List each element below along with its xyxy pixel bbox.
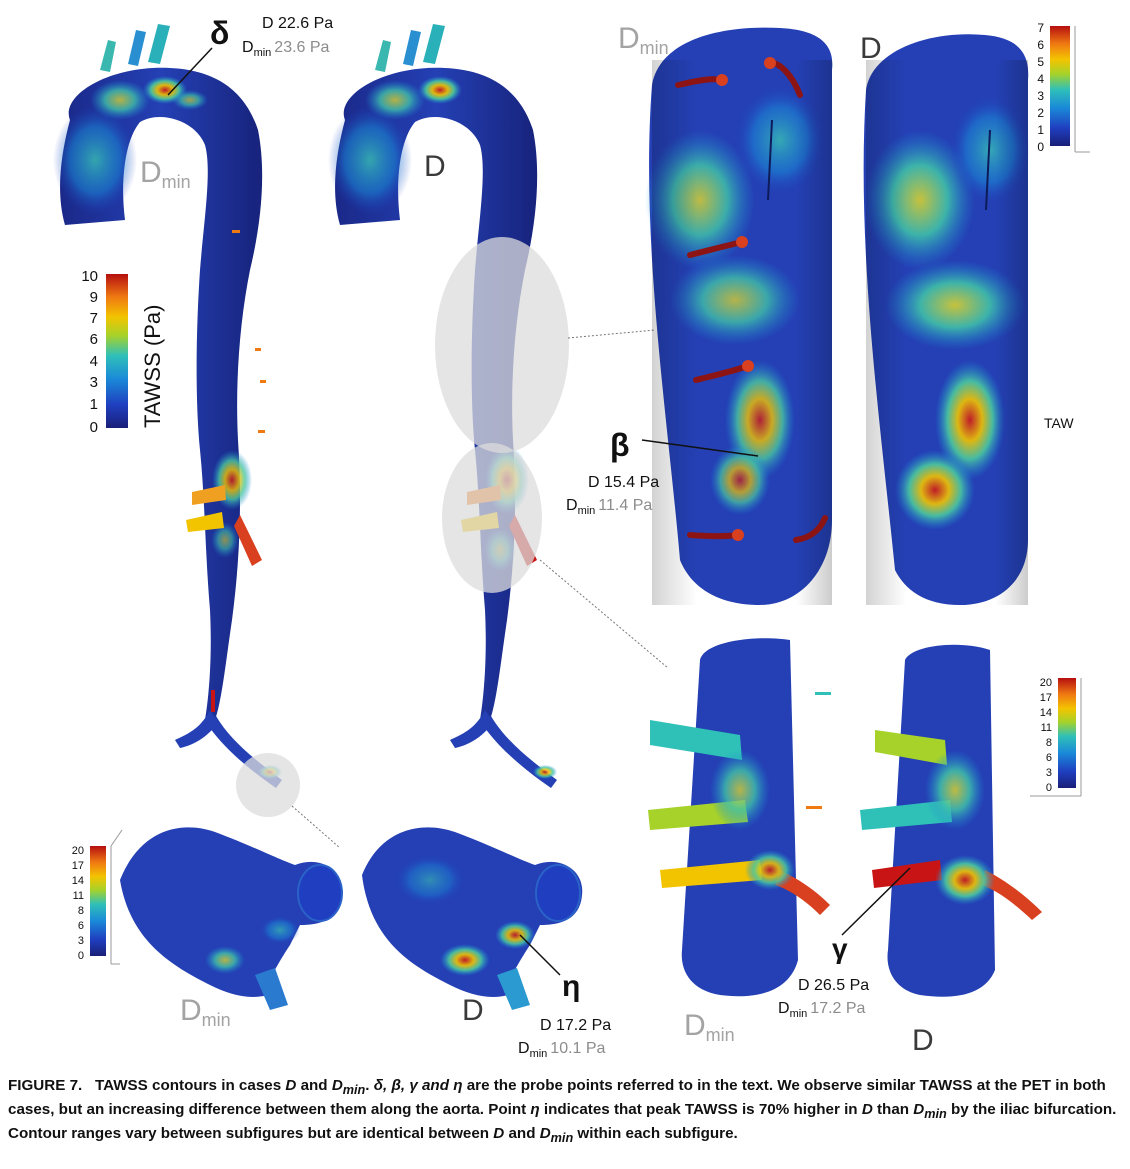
highlight-regions [236,237,669,849]
zoom-renal-d [860,644,1042,997]
label-dmin-aorta: Dmin [140,156,191,192]
zoom-iliac-dmin [120,827,343,1010]
colorbar-main-tick-6: 1 [90,396,98,413]
colorbar-ur-tick-4: 3 [1037,89,1044,103]
probe-beta: β D 15.4 Pa Dmin 11.4 Pa [566,427,759,517]
colorbar-lr-tick-4: 8 [1046,737,1052,749]
highlight-ellipse-lower [442,443,542,593]
caption-text-2: and [296,1077,332,1094]
case-labels: Dmin D Dmin D TAW Dmin D Dmin D [140,22,1074,1057]
colorbar-ur-tick-6: 1 [1037,123,1044,137]
caption-text-8: and [504,1125,540,1143]
colorbar-bl-tick-5: 6 [78,920,84,932]
zoom-iliac-d [362,827,583,1010]
label-dmin-thoracic: Dmin [618,22,669,58]
probe-beta-dmin: Dmin 11.4 Pa [566,497,652,517]
colorbar-main-tick-5: 3 [90,374,98,391]
probe-gamma: γ D 26.5 Pa Dmin 17.2 Pa [778,867,911,1020]
colorbar-lr-tick-6: 3 [1046,767,1052,779]
colorbar-lr-tick-5: 6 [1046,752,1052,764]
label-d-iliac: D [462,994,484,1027]
label-dmin-renal: Dmin [684,1009,735,1045]
caption-var-d-3: D [493,1125,505,1143]
probe-eta-dmin: Dmin 10.1 Pa [518,1040,606,1060]
colorbar-bl-tick-6: 3 [78,935,84,947]
colorbar-bl-tick-2: 14 [72,875,84,887]
caption-var-d-2: D [861,1101,873,1119]
caption-text-1: TAWSS contours in cases [94,1077,286,1094]
caption-var-dmin-3: Dmin [539,1125,574,1146]
caption-var-dmin-2: Dmin [913,1101,947,1122]
colorbar-lr-tick-0: 20 [1040,677,1052,689]
colorbar-main-title: TAWSS (Pa) [140,305,165,428]
probe-eta-d: D 17.2 Pa [540,1017,611,1034]
connector-upper [567,329,656,339]
zoom-thoracic-dmin [645,27,833,606]
label-dmin-iliac: Dmin [180,994,231,1030]
colorbar-ur-tick-7: 0 [1037,140,1044,154]
probe-delta-d: D 22.6 Pa [262,15,333,32]
caption-greek-list: δ, β, γ and η [373,1077,463,1094]
colorbar-main-tick-7: 0 [90,419,98,436]
probe-beta-symbol: β [610,427,630,463]
caption-text-9: within each subfigure. [573,1125,738,1143]
colorbar-lr-tick-3: 11 [1041,722,1052,734]
colorbar-main-tick-2: 7 [90,310,98,327]
colorbar-bl-tick-3: 11 [73,890,84,902]
colorbar-ur-tick-3: 4 [1037,72,1044,86]
label-d-renal: D [912,1024,934,1057]
colorbar-lower-right: 20 17 14 11 8 6 3 0 [1030,677,1082,797]
probe-delta: δ D 22.6 Pa Dmin 23.6 Pa [167,15,333,96]
connector-iliac [291,805,341,849]
aorta-dmin-model [53,24,282,788]
probe-gamma-dmin: Dmin 17.2 Pa [778,1000,866,1020]
colorbar-lr-tick-1: 17 [1040,692,1052,704]
colorbar-bl-tick-4: 8 [78,905,84,917]
label-d-aorta: D [424,150,446,183]
colorbar-upper-right: 7 6 5 4 3 2 1 0 [1037,21,1090,154]
probe-eta: η D 17.2 Pa Dmin 10.1 Pa [518,934,611,1060]
colorbar-bl-tick-1: 17 [72,860,84,872]
caption-var-d: D [285,1077,297,1094]
colorbar-main-tick-3: 6 [90,331,98,348]
figure-caption: FIGURE 7. TAWSS contours in cases D and … [8,1076,1126,1148]
colorbar-ur-tick-1: 6 [1037,38,1044,52]
zoom-thoracic-d [863,34,1030,605]
probe-eta-symbol: η [562,970,580,1003]
colorbar-lr-tick-7: 0 [1046,782,1052,794]
colorbar-main-tick-4: 4 [90,353,98,370]
colorbar-main-tick-0: 10 [81,268,98,285]
colorbar-main: 10 9 7 6 4 3 1 0 TAWSS (Pa) [81,268,165,436]
figure-canvas: 10 9 7 6 4 3 1 0 TAWSS (Pa) 7 6 5 4 3 2 … [53,15,1090,1060]
caption-text-7: by the iliac bifurcation. Contour ranges… [8,1101,1117,1143]
caption-var-dmin: Dmin [331,1077,366,1098]
highlight-ellipse-upper [435,237,569,453]
caption-greek-eta: η [530,1101,540,1119]
highlight-circle-iliac [236,753,300,817]
caption-label: FIGURE 7. [8,1077,83,1094]
colorbar-lr-tick-2: 14 [1040,707,1052,719]
probe-gamma-symbol: γ [832,933,848,964]
label-tawss-cut: TAW [1044,415,1074,431]
colorbar-ur-tick-2: 5 [1037,55,1044,69]
colorbar-bl-tick-7: 0 [78,950,84,962]
colorbar-main-tick-1: 9 [90,289,98,306]
caption-text-3: . [365,1077,374,1094]
colorbar-ur-tick-5: 2 [1037,106,1044,120]
caption-text-4: are the probe points referred to in the … [8,1077,1106,1119]
zoom-renal-dmin [648,638,831,997]
colorbar-bottom-left: 20 17 14 11 8 6 3 0 [72,829,123,965]
caption-text-5: indicates that peak TAWSS is 70% higher … [539,1101,862,1119]
caption-text-6: than [872,1101,914,1119]
colorbar-ur-tick-0: 7 [1037,21,1044,35]
label-d-thoracic: D [860,32,882,65]
probe-gamma-d: D 26.5 Pa [798,977,869,994]
probe-delta-symbol: δ [210,15,229,51]
probe-beta-d: D 15.4 Pa [588,474,659,491]
connector-lower [539,559,669,669]
colorbar-bl-tick-0: 20 [72,845,84,857]
probe-delta-dmin: Dmin 23.6 Pa [242,39,330,59]
